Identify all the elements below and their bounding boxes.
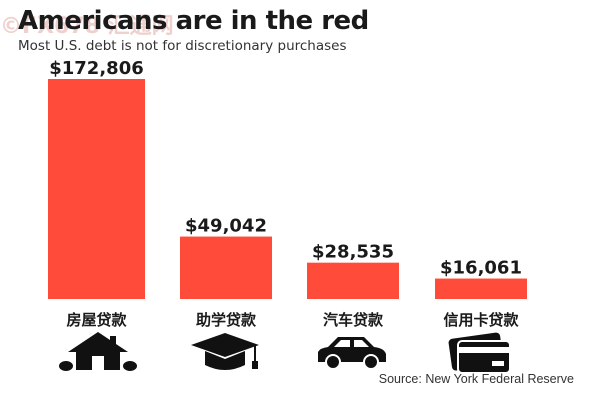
category-label-3: 信用卡贷款 bbox=[443, 311, 519, 329]
car-icon bbox=[318, 337, 386, 370]
value-label-2: $28,535 bbox=[312, 242, 394, 263]
category-label-2: 汽车贷款 bbox=[323, 311, 384, 329]
chart-subtitle: Most U.S. debt is not for discretionary … bbox=[18, 38, 347, 54]
bar-2 bbox=[307, 262, 399, 299]
category-label-0: 房屋贷款 bbox=[66, 311, 127, 329]
value-label-1: $49,042 bbox=[185, 216, 267, 237]
credit-card-icon bbox=[448, 332, 511, 374]
house-icon bbox=[59, 332, 137, 371]
value-label-3: $16,061 bbox=[440, 258, 522, 279]
category-label-1: 助学贷款 bbox=[196, 311, 257, 329]
bar-1 bbox=[180, 236, 272, 299]
bar-0 bbox=[48, 79, 145, 299]
value-label-0: $172,806 bbox=[49, 58, 144, 79]
graduation-cap-icon bbox=[191, 333, 259, 370]
chart-title: Americans are in the red bbox=[18, 6, 369, 36]
chart-source: Source: New York Federal Reserve bbox=[378, 372, 574, 386]
bar-3 bbox=[435, 278, 527, 299]
